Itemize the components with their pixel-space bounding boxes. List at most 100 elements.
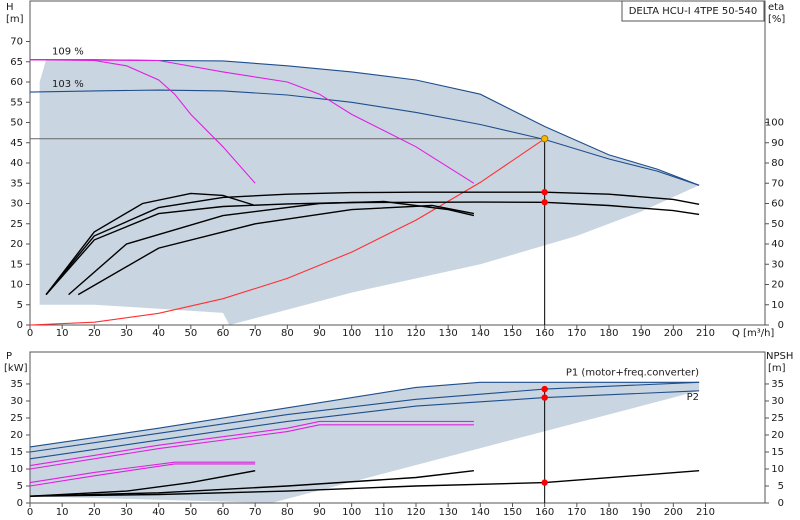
y2-tick-label: 70 — [771, 178, 784, 189]
y2-tick-label: 0 — [778, 320, 784, 331]
x-tick-label: 90 — [313, 328, 326, 339]
x-tick-label: 90 — [313, 507, 326, 518]
x-tick-label: 140 — [471, 507, 490, 518]
x-tick-label: 200 — [664, 328, 683, 339]
x-tick-label: 200 — [664, 507, 683, 518]
x-tick-label: 150 — [503, 507, 522, 518]
y2-axis-label: NPSH — [766, 351, 793, 362]
curve — [29, 59, 256, 184]
y-axis-unit: [m] — [6, 14, 24, 25]
x-tick-label: 70 — [249, 507, 262, 518]
y-tick-label: 5 — [17, 481, 23, 492]
y-axis-label: H — [6, 2, 14, 13]
y-tick-label: 30 — [10, 199, 23, 210]
y-tick-label: 55 — [10, 97, 23, 108]
curve — [29, 89, 700, 186]
y2-tick-label: 35 — [771, 379, 784, 390]
y-tick-label: 10 — [10, 280, 23, 291]
y-tick-label: 65 — [10, 57, 23, 68]
curve — [29, 424, 474, 470]
curve — [29, 470, 700, 497]
x-tick-label: 150 — [503, 328, 522, 339]
y2-tick-label: 0 — [778, 498, 784, 509]
y-tick-label: 35 — [10, 178, 23, 189]
y2-tick-label: 90 — [771, 138, 784, 149]
curve — [29, 381, 700, 453]
x-tick-label: 0 — [27, 507, 33, 518]
y2-tick-label: 10 — [771, 300, 784, 311]
curve — [45, 201, 700, 296]
x-axis-label: Q [m³/h] — [732, 328, 774, 339]
x-tick-label: 160 — [535, 507, 554, 518]
y2-tick-label: 80 — [771, 158, 784, 169]
y-tick-label: 0 — [17, 320, 23, 331]
y2-tick-label: 10 — [771, 464, 784, 475]
x-tick-label: 210 — [696, 328, 715, 339]
curve — [45, 191, 700, 296]
x-tick-label: 110 — [374, 328, 393, 339]
curve — [29, 390, 700, 460]
curve — [29, 461, 256, 484]
x-tick-label: 210 — [696, 507, 715, 518]
x-tick-label: 40 — [152, 328, 165, 339]
x-tick-label: 80 — [281, 507, 294, 518]
y2-tick-label: 15 — [771, 447, 784, 458]
x-tick-label: 130 — [439, 328, 458, 339]
x-tick-label: 20 — [88, 507, 101, 518]
y2-axis-unit: [m] — [768, 363, 786, 374]
operating-point — [541, 394, 548, 401]
x-tick-label: 190 — [632, 328, 651, 339]
y-tick-label: 10 — [10, 464, 23, 475]
x-tick-label: 30 — [120, 507, 133, 518]
operating-point — [540, 135, 549, 143]
curve — [29, 470, 474, 497]
y-tick-label: 70 — [10, 37, 23, 48]
x-tick-label: 50 — [184, 507, 197, 518]
y-tick-label: 15 — [10, 259, 23, 270]
x-tick-label: 60 — [217, 507, 230, 518]
y-axis-label: P — [6, 351, 12, 362]
curve — [29, 420, 474, 467]
curve — [29, 138, 546, 326]
x-tick-label: 30 — [120, 328, 133, 339]
x-tick-label: 130 — [439, 507, 458, 518]
y2-axis-label: eta — [768, 2, 784, 13]
curve — [68, 200, 475, 296]
y-tick-label: 5 — [17, 300, 23, 311]
y-tick-label: 25 — [10, 219, 23, 230]
x-tick-label: 10 — [56, 328, 69, 339]
curve — [45, 192, 256, 296]
y-tick-label: 0 — [17, 498, 23, 509]
x-tick-label: 170 — [567, 328, 586, 339]
curve-label: P1 (motor+freq.converter) — [566, 367, 699, 378]
curve-label: 109 % — [52, 47, 84, 58]
x-tick-label: 110 — [374, 507, 393, 518]
y-tick-label: 45 — [10, 138, 23, 149]
y2-axis-unit: [%] — [768, 14, 785, 25]
x-tick-label: 180 — [599, 507, 618, 518]
y-tick-label: 15 — [10, 447, 23, 458]
x-tick-label: 20 — [88, 328, 101, 339]
x-tick-label: 0 — [27, 328, 33, 339]
x-tick-label: 180 — [599, 328, 618, 339]
operating-point — [541, 188, 548, 196]
y2-tick-label: 20 — [771, 430, 784, 441]
curve — [77, 204, 475, 296]
y-tick-label: 20 — [10, 430, 23, 441]
y-tick-label: 35 — [10, 379, 23, 390]
y2-tick-label: 100 — [765, 118, 784, 129]
x-tick-label: 170 — [567, 507, 586, 518]
x-tick-label: 160 — [535, 328, 554, 339]
curve-label: P2 — [687, 392, 699, 403]
curve — [29, 381, 700, 448]
x-tick-label: 100 — [342, 507, 361, 518]
x-tick-label: 100 — [342, 328, 361, 339]
x-tick-label: 80 — [281, 328, 294, 339]
curve — [29, 470, 256, 497]
operating-point — [541, 385, 548, 393]
x-tick-label: 190 — [632, 507, 651, 518]
x-tick-label: 120 — [406, 507, 425, 518]
curve — [29, 59, 475, 184]
x-tick-label: 70 — [249, 328, 262, 339]
